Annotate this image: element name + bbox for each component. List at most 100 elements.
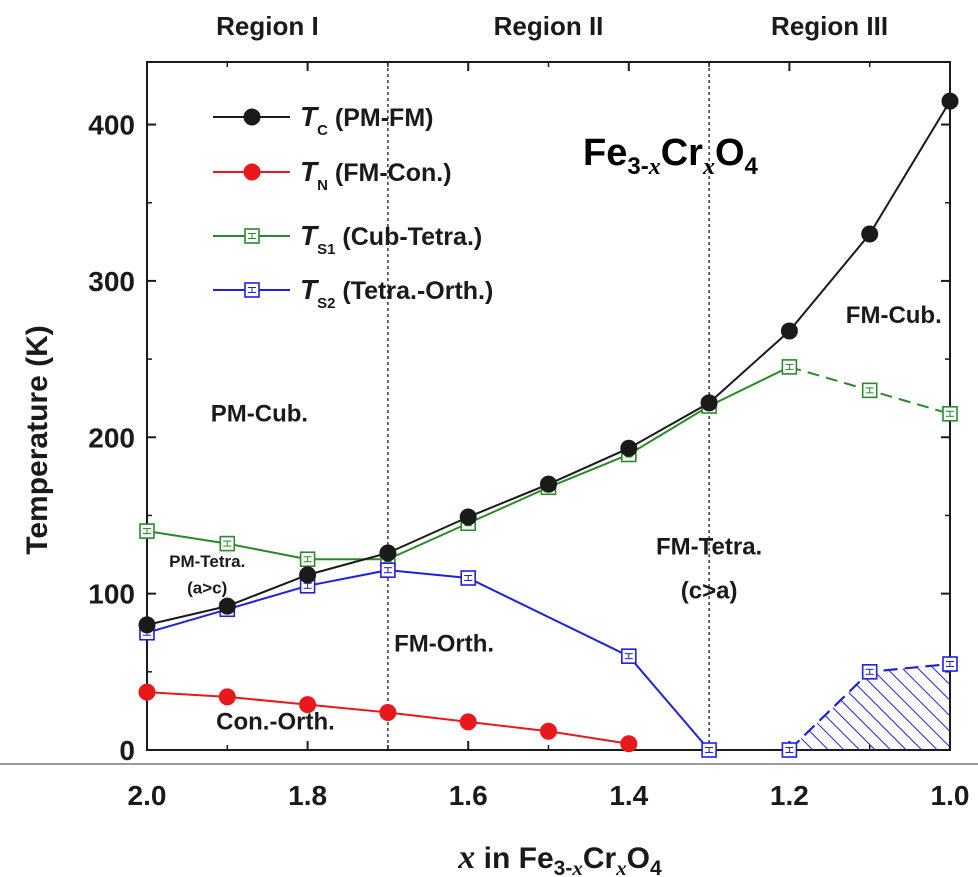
legend-marker-t-c bbox=[243, 108, 261, 126]
legend-text-t-s2: TS2 (Tetra.-Orth.) bbox=[300, 274, 493, 312]
series-t-n bbox=[138, 683, 638, 753]
data-point-t-s2-1-3 bbox=[701, 742, 717, 758]
data-point-t-s2-r3-1-1 bbox=[861, 664, 878, 680]
legend-subscript: N bbox=[317, 177, 328, 194]
data-point-t-c-1-9 bbox=[218, 597, 236, 615]
legend-description: (Tetra.-Orth.) bbox=[335, 277, 493, 305]
data-point-t-s2-r3-1-2 bbox=[781, 742, 798, 758]
region-label-2: Region II bbox=[494, 11, 604, 41]
legend-subscript: C bbox=[317, 122, 328, 139]
data-point-t-n-1-8 bbox=[299, 696, 317, 714]
data-point-t-s1-1-1 bbox=[861, 382, 878, 399]
region-label-1: Region I bbox=[216, 11, 319, 41]
series-t-s2-region-3 bbox=[781, 656, 958, 758]
legend-symbol: T bbox=[300, 220, 320, 251]
x-axis-x-1: x bbox=[571, 856, 583, 877]
phase-label-fm-orth: FM-Orth. bbox=[394, 630, 494, 657]
compound-base: Fe bbox=[583, 132, 627, 174]
x-axis-sub-1: 3- bbox=[554, 857, 573, 877]
data-point-t-c-1-5 bbox=[540, 475, 557, 493]
data-point-t-c-1 bbox=[941, 92, 959, 110]
compound-sub-1: 3- bbox=[627, 153, 648, 180]
data-point-t-n-1-5 bbox=[540, 722, 557, 740]
legend-description: (FM-Con.) bbox=[328, 159, 452, 187]
legend-subscript: S1 bbox=[317, 241, 335, 258]
legend-item-t-s1: TS1 (Cub-Tetra.) bbox=[213, 220, 482, 258]
data-point-t-n-1-7 bbox=[379, 703, 397, 721]
compound-end: O bbox=[715, 132, 745, 174]
data-point-t-s2-1-4 bbox=[620, 648, 637, 664]
y-axis-title: Temperature (K) bbox=[21, 325, 54, 554]
data-point-t-n-1-9 bbox=[218, 688, 236, 706]
legend-symbol: T bbox=[300, 274, 320, 305]
data-point-t-s1-1 bbox=[942, 406, 958, 422]
y-tick-label-0: 0 bbox=[119, 735, 135, 766]
x-axis-x-2: x bbox=[615, 856, 627, 877]
phase-label-con-orth: Con.-Orth. bbox=[216, 709, 335, 736]
phase-labels: PM-Cub. PM-Tetra. (a>c) FM-Orth. Con.-Orth. F… bbox=[169, 302, 942, 736]
legend: TC (PM-FM)TN (FM-Con.)TS1 (Cub-Tetra.)TS… bbox=[213, 101, 493, 312]
legend-symbol: T bbox=[300, 101, 320, 132]
series-line-t-c bbox=[146, 100, 951, 626]
series-t-c bbox=[138, 92, 959, 634]
phase-label-a-c: (a>c) bbox=[187, 579, 227, 598]
compound-formula: Fe3-xCrxO4 bbox=[583, 132, 759, 180]
data-point-t-n-1-4 bbox=[620, 735, 638, 753]
x-axis-text: in Fe bbox=[475, 842, 553, 875]
legend-description: (PM-FM) bbox=[328, 104, 434, 132]
legend-marker-t-s1 bbox=[244, 228, 260, 244]
phase-label-pm-tetra: PM-Tetra. bbox=[169, 552, 245, 571]
region-label-3: Region III bbox=[771, 11, 888, 41]
legend-item-t-c: TC (PM-FM) bbox=[213, 101, 433, 139]
x-tick-label-1-6: 1.6 bbox=[449, 780, 488, 811]
data-series bbox=[138, 92, 959, 758]
y-tick-label-300: 300 bbox=[88, 266, 135, 297]
data-point-t-s1-1-2 bbox=[781, 359, 798, 375]
legend-item-t-s2: TS2 (Tetra.-Orth.) bbox=[213, 274, 493, 312]
legend-text-t-n: TN (FM-Con.) bbox=[300, 156, 452, 194]
data-point-t-c-1-7 bbox=[379, 544, 397, 562]
legend-text-t-s1: TS1 (Cub-Tetra.) bbox=[300, 220, 482, 258]
x-axis-end: O bbox=[627, 842, 650, 875]
series-t-s1 bbox=[139, 359, 958, 568]
data-point-t-s2-r3-1 bbox=[942, 656, 958, 672]
hatch-fill bbox=[789, 664, 950, 750]
y-tick-label-100: 100 bbox=[88, 579, 135, 610]
x-tick-label-1-4: 1.4 bbox=[609, 780, 648, 811]
y-tick-label-200: 200 bbox=[88, 422, 135, 453]
x-tick-label-1-0: 1.0 bbox=[931, 780, 970, 811]
axis-ticks: 2.0 1.8 1.6 1.4 1.2 1.0 0 100 200 300 400 bbox=[88, 62, 969, 811]
legend-text-t-c: TC (PM-FM) bbox=[300, 101, 433, 139]
phase-label-c-a: (c>a) bbox=[681, 577, 738, 604]
region-labels: Region I Region II Region III bbox=[216, 11, 888, 41]
y-tick-label-400: 400 bbox=[88, 110, 135, 141]
data-point-t-s1-2 bbox=[139, 523, 155, 539]
legend-marker-t-n bbox=[243, 163, 261, 181]
data-point-t-n-2 bbox=[138, 683, 156, 701]
x-axis-var: x bbox=[457, 839, 475, 876]
x-tick-label-1-2: 1.2 bbox=[770, 780, 809, 811]
data-point-t-c-1-6 bbox=[459, 508, 477, 526]
data-point-t-c-1-1 bbox=[861, 225, 879, 243]
x-axis-sub-2: 4 bbox=[650, 857, 662, 877]
data-point-t-n-1-6 bbox=[459, 713, 477, 731]
legend-item-t-n: TN (FM-Con.) bbox=[213, 156, 452, 194]
legend-marker-t-s2 bbox=[244, 282, 260, 298]
compound-mid: Cr bbox=[661, 132, 703, 174]
data-point-t-c-1-4 bbox=[620, 439, 638, 457]
data-point-t-c-1-3 bbox=[700, 394, 718, 412]
legend-symbol: T bbox=[300, 156, 320, 187]
x-axis-mid: Cr bbox=[583, 842, 617, 875]
x-tick-label-2-0: 2.0 bbox=[128, 780, 167, 811]
data-point-t-s1-1-9 bbox=[219, 535, 236, 552]
data-point-t-c-2 bbox=[138, 616, 156, 634]
data-point-t-s1-1-8 bbox=[299, 551, 316, 568]
legend-description: (Cub-Tetra.) bbox=[335, 223, 482, 251]
data-point-t-s2-1-6 bbox=[460, 570, 477, 586]
data-point-t-s2-1-7 bbox=[380, 562, 396, 578]
compound-x-2: x bbox=[702, 154, 715, 180]
data-point-t-c-1-2 bbox=[780, 322, 798, 340]
phase-label-pm-cub: PM-Cub. bbox=[211, 401, 308, 428]
compound-sub-2: 4 bbox=[745, 153, 759, 180]
